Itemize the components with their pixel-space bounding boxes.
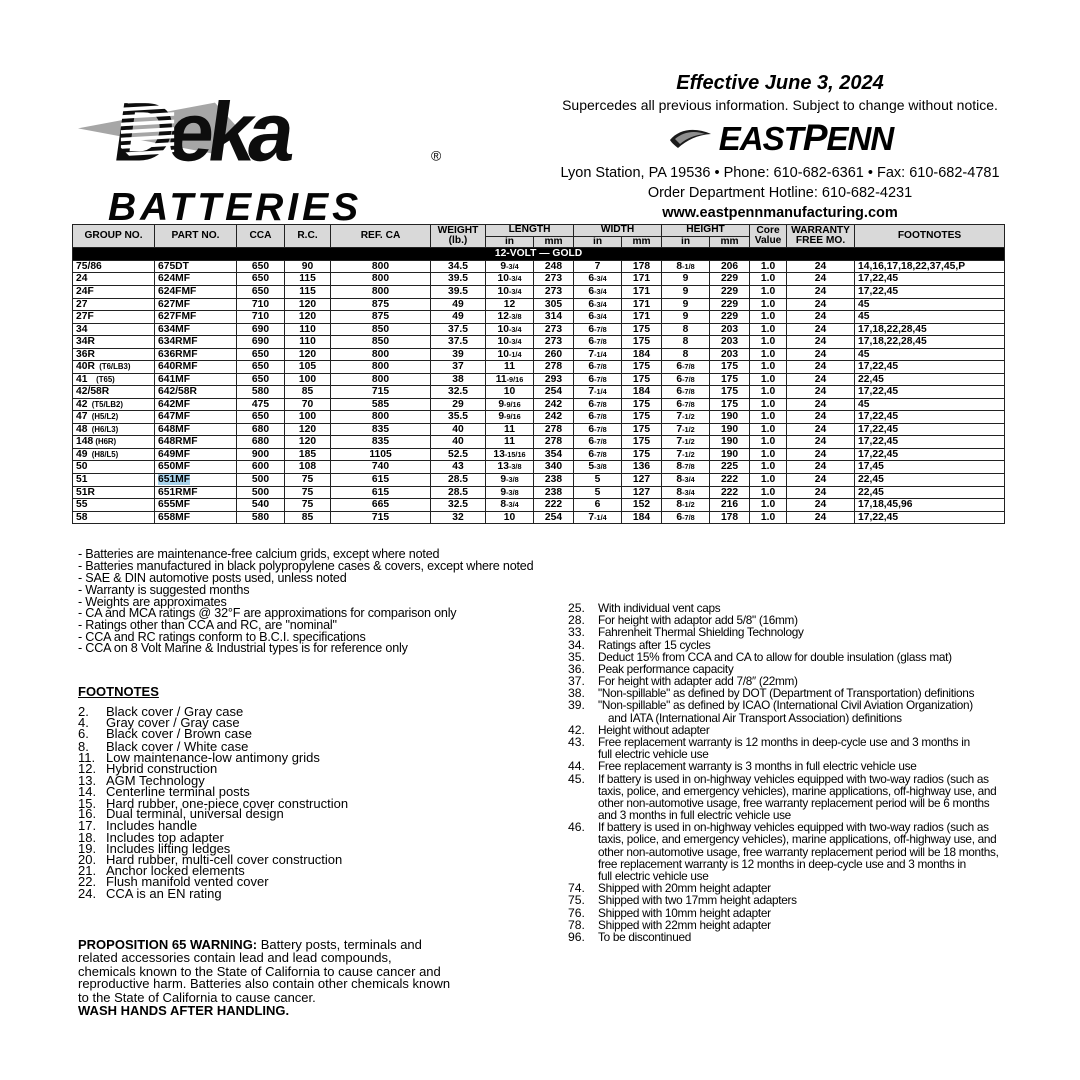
svg-text:®: ® (431, 147, 442, 163)
